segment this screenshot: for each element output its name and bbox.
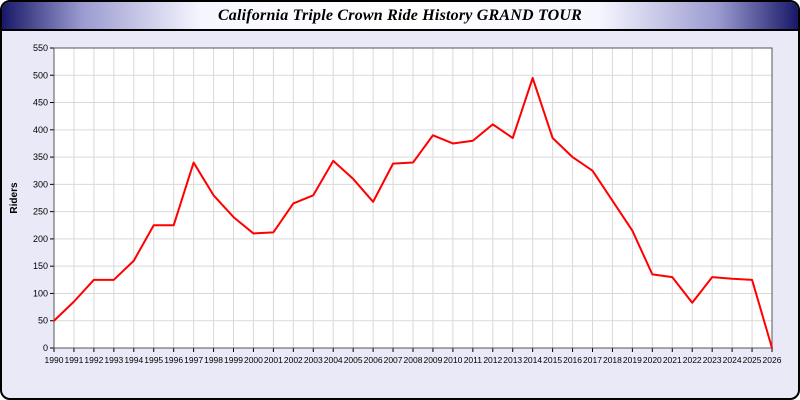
- x-tick-label: 2008: [404, 355, 423, 365]
- y-tick-label: 100: [33, 288, 48, 298]
- y-tick-label: 50: [38, 315, 48, 325]
- x-tick-label: 2022: [683, 355, 702, 365]
- x-tick-label: 2019: [623, 355, 642, 365]
- x-tick-label: 1994: [124, 355, 143, 365]
- x-tick-label: 2000: [244, 355, 263, 365]
- y-tick-label: 300: [33, 179, 48, 189]
- x-tick-label: 2005: [344, 355, 363, 365]
- x-tick-label: 2020: [643, 355, 662, 365]
- x-tick-label: 2007: [384, 355, 403, 365]
- x-tick-label: 2013: [503, 355, 522, 365]
- x-tick-label: 2023: [703, 355, 722, 365]
- chart-region: 0 50 100 150 200 250 300 350 400 450 500 550 1990 199…: [2, 31, 798, 398]
- riders-series-line: [53, 76, 773, 349]
- x-tick-label: 2024: [723, 355, 742, 365]
- x-tick-label: 2015: [543, 355, 562, 365]
- x-tick-label: 1999: [224, 355, 243, 365]
- x-tick-label: 1991: [64, 355, 83, 365]
- x-tick-label: 2004: [324, 355, 343, 365]
- y-tick-label: 350: [33, 152, 48, 162]
- x-tick-label: 2025: [743, 355, 762, 365]
- y-tick-label: 250: [33, 206, 48, 216]
- x-tick-label: 2010: [443, 355, 462, 365]
- y-tick-label: 400: [33, 124, 48, 134]
- x-tick-label: 1995: [144, 355, 163, 365]
- x-tick-label: 2016: [563, 355, 582, 365]
- x-tick-label: 1998: [204, 355, 223, 365]
- y-tick-label: 550: [33, 43, 48, 53]
- y-tick-label: 500: [33, 70, 48, 80]
- x-tick-label: 2017: [583, 355, 602, 365]
- x-tick-label: 1996: [164, 355, 183, 365]
- x-tick-label: 2009: [423, 355, 442, 365]
- plot-border: [53, 47, 773, 348]
- y-tick-label: 150: [33, 261, 48, 271]
- x-tick-label: 2011: [464, 355, 483, 365]
- x-tick-label: 2002: [284, 355, 303, 365]
- chart-title-bar: California Triple Crown Ride History GRA…: [2, 2, 798, 31]
- x-tick-label: 1993: [104, 355, 123, 365]
- y-axis-label: Riders: [9, 182, 20, 214]
- y-tick-label: 450: [33, 97, 48, 107]
- x-tick-label: 2026: [763, 355, 782, 365]
- x-tick-label: 1997: [184, 355, 203, 365]
- x-tick-label: 2018: [603, 355, 622, 365]
- x-tick-label: 1990: [45, 355, 64, 365]
- x-tick-label: 2021: [663, 355, 682, 365]
- x-tick-label: 2012: [483, 355, 502, 365]
- chart-title: California Triple Crown Ride History GRA…: [217, 6, 583, 24]
- x-tick-label: 2001: [264, 355, 283, 365]
- x-tick-label: 2006: [364, 355, 383, 365]
- x-tick-label: 1992: [84, 355, 103, 365]
- x-tick-label: 2003: [304, 355, 323, 365]
- x-tick-label: 2014: [523, 355, 542, 365]
- y-tick-label: 0: [43, 343, 48, 353]
- y-tick-label: 200: [33, 233, 48, 243]
